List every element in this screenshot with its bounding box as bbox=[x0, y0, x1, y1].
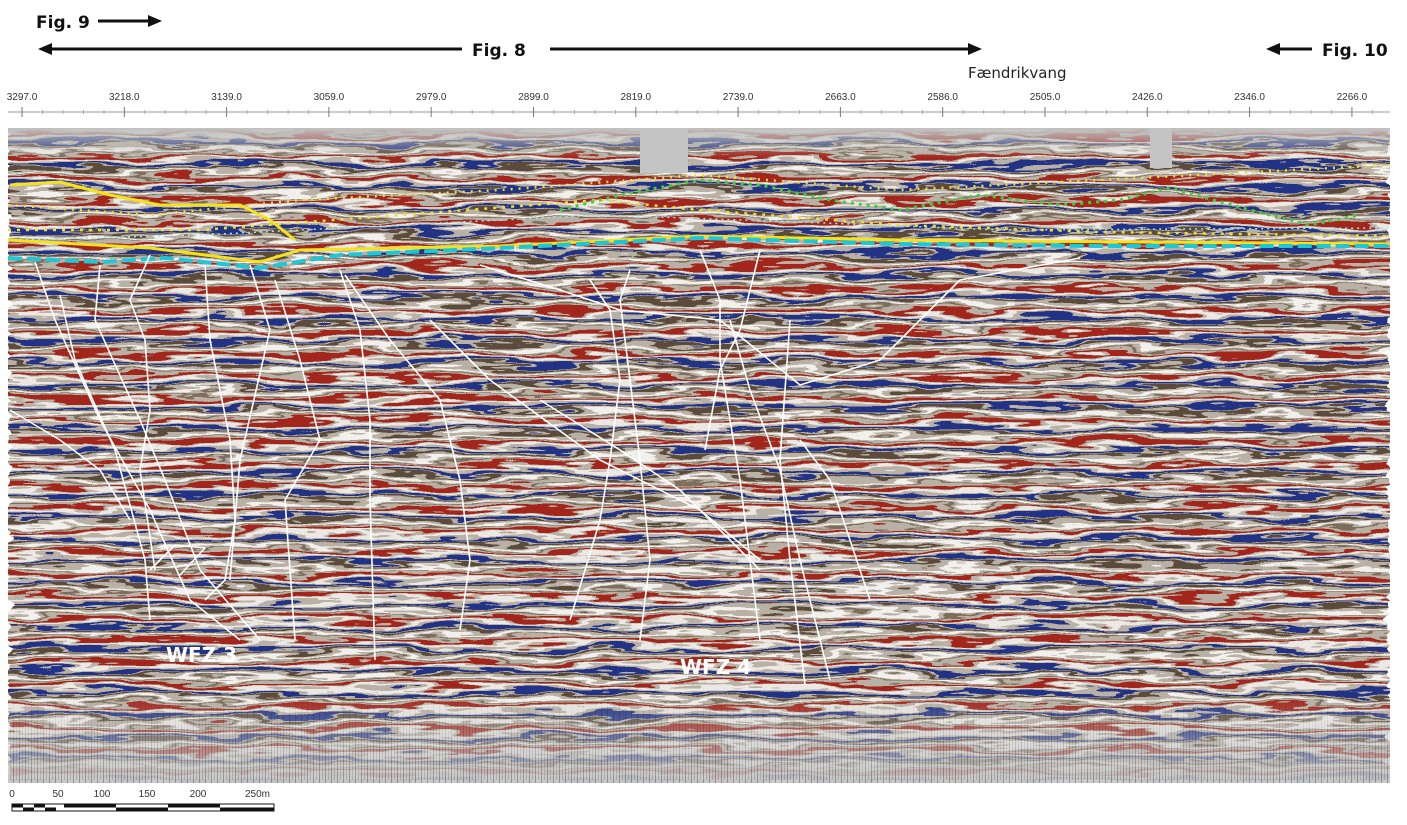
fault bbox=[619, 269, 651, 641]
scale-label: 0 bbox=[9, 789, 15, 800]
horizon bbox=[9, 180, 296, 242]
fault bbox=[204, 264, 236, 601]
fault bbox=[799, 439, 871, 601]
arrow-head bbox=[968, 43, 982, 55]
shotpoint-label: 2899.0 bbox=[518, 92, 549, 103]
arrow-head bbox=[1266, 43, 1280, 55]
fault bbox=[274, 279, 321, 641]
scale-label: 50 bbox=[52, 789, 64, 800]
scale-segment bbox=[168, 804, 220, 808]
shotpoint-label: 2346.0 bbox=[1234, 92, 1265, 103]
horizon bbox=[8, 198, 1391, 238]
fault bbox=[229, 264, 271, 581]
scale-label: 250m bbox=[245, 789, 270, 800]
gap bbox=[640, 128, 688, 173]
scale-segment bbox=[34, 804, 45, 808]
fault bbox=[729, 319, 831, 681]
place-name: Fændrikvang bbox=[968, 64, 1067, 82]
scale-label: 100 bbox=[94, 789, 111, 800]
fault bbox=[429, 319, 761, 561]
shotpoint-label: 3218.0 bbox=[109, 92, 140, 103]
fig-label: Fig. 10 bbox=[1322, 41, 1388, 61]
fig-label: Fig. 8 bbox=[472, 41, 526, 61]
fig-label: Fig. 9 bbox=[36, 13, 90, 33]
zone-label: WFZ 3 bbox=[166, 643, 237, 667]
shotpoint-label: 3059.0 bbox=[314, 92, 345, 103]
fault bbox=[539, 399, 761, 571]
shotpoint-label: 2426.0 bbox=[1132, 92, 1163, 103]
horizon bbox=[7, 163, 1391, 217]
fault bbox=[59, 294, 151, 621]
fault bbox=[34, 261, 241, 641]
shotpoint-label: 2663.0 bbox=[825, 92, 856, 103]
shotpoint-axis: 3297.0 3218.0 3139.0 3059.0 2979.0 2899.0 2819… bbox=[7, 92, 1373, 117]
fault bbox=[94, 264, 261, 641]
scale-segment bbox=[12, 804, 23, 808]
scale-label: 150 bbox=[139, 789, 156, 800]
fault bbox=[344, 274, 471, 631]
fault bbox=[9, 409, 131, 521]
zone-label: WFZ 4 bbox=[680, 655, 751, 679]
faults bbox=[9, 249, 1081, 686]
shotpoint-label: 3297.0 bbox=[7, 92, 38, 103]
shotpoint-label: 2586.0 bbox=[927, 92, 958, 103]
fault bbox=[569, 279, 621, 621]
fault bbox=[699, 249, 761, 641]
horizon bbox=[7, 236, 1390, 270]
shotpoint-label: 2266.0 bbox=[1337, 92, 1368, 103]
shotpoint-label: 2505.0 bbox=[1030, 92, 1061, 103]
seismic-image bbox=[8, 128, 1390, 783]
scale-bar: 0 50 100 150 200 250m bbox=[9, 789, 275, 812]
scale-segment bbox=[45, 807, 56, 811]
shotpoint-label: 2979.0 bbox=[416, 92, 447, 103]
top-mute bbox=[8, 128, 1390, 158]
horizon bbox=[7, 214, 1391, 241]
fault bbox=[479, 257, 1081, 386]
fault bbox=[129, 254, 156, 571]
arrow-head bbox=[148, 15, 162, 27]
seismic-section bbox=[8, 128, 1390, 783]
figure-arrows bbox=[38, 15, 1312, 55]
scale-segment bbox=[220, 807, 274, 811]
scale-segment bbox=[64, 804, 116, 808]
bottom-mute bbox=[8, 695, 1390, 783]
fault bbox=[704, 249, 761, 451]
scale-label: 200 bbox=[190, 789, 207, 800]
scale-segment bbox=[23, 807, 34, 811]
fault bbox=[339, 269, 376, 661]
fault bbox=[779, 319, 806, 686]
arrow-head bbox=[38, 43, 52, 55]
horizons bbox=[7, 163, 1391, 270]
shotpoint-label: 2739.0 bbox=[723, 92, 754, 103]
scale-segment bbox=[116, 807, 168, 811]
fault bbox=[149, 544, 206, 576]
shotpoint-label: 2819.0 bbox=[621, 92, 652, 103]
horizon bbox=[7, 234, 1391, 264]
shotpoint-label: 3139.0 bbox=[211, 92, 242, 103]
gap bbox=[1150, 128, 1172, 168]
